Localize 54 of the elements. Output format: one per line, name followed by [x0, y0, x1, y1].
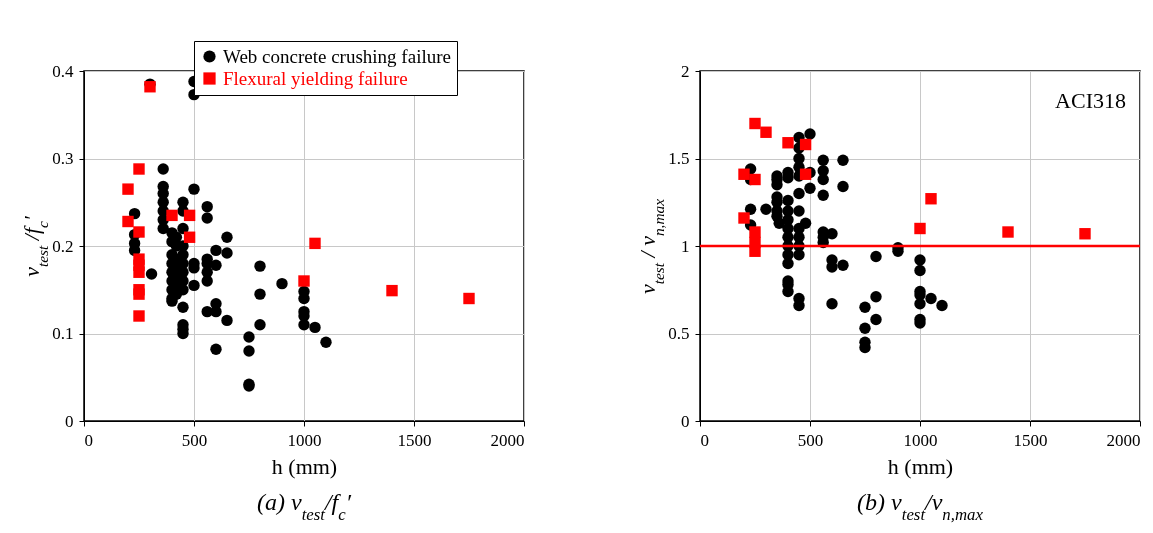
point — [914, 222, 926, 235]
legend-label: Flexural yielding failure — [223, 67, 408, 89]
point — [166, 209, 178, 222]
point — [133, 288, 145, 300]
y-tick-label: 0 — [65, 411, 74, 431]
point — [298, 275, 310, 287]
point — [463, 292, 475, 305]
point — [133, 163, 145, 175]
x-tick-label: 2000 — [1106, 430, 1141, 450]
y-tick-label: 0.3 — [52, 149, 74, 168]
x-axis-title: h (mm) — [887, 453, 954, 479]
point — [925, 193, 937, 205]
x-tick-label: 1000 — [287, 430, 322, 450]
y-tick-label: 0 — [681, 411, 690, 431]
point — [133, 266, 145, 278]
point — [122, 215, 134, 228]
point — [749, 117, 761, 130]
y-tick-label: 2 — [681, 61, 690, 81]
x-axis-title: h (mm) — [271, 453, 338, 479]
y-tick-label: 0.5 — [668, 324, 690, 343]
y-tick-label: 1.5 — [668, 149, 690, 168]
point — [749, 173, 761, 186]
x-tick-label: 1000 — [903, 430, 938, 450]
point — [133, 310, 145, 322]
point — [749, 226, 761, 238]
point — [309, 237, 321, 250]
point — [799, 168, 812, 180]
point — [386, 284, 398, 297]
point — [183, 231, 196, 243]
y-tick-label: 0.1 — [52, 324, 74, 343]
text: (b) v$_{test}$/v$_{n,max}$ — [857, 489, 984, 524]
x-tick-label: 0 — [84, 430, 93, 450]
point — [183, 209, 196, 222]
annotation: ACI318 — [1055, 88, 1126, 113]
point — [738, 168, 750, 180]
point — [738, 212, 750, 224]
x-tick-label: 500 — [797, 430, 824, 450]
x-tick-label: 2000 — [490, 430, 525, 450]
x-tick-label: 1500 — [397, 430, 432, 450]
point — [760, 126, 772, 138]
y-tick-label: 0.2 — [52, 236, 74, 256]
point — [122, 183, 134, 195]
x-tick-label: 0 — [700, 430, 709, 450]
text: (a) v$_{test}$/f$_{c}$′ — [257, 489, 352, 524]
y-tick-label: 1 — [681, 236, 690, 256]
point — [782, 137, 794, 149]
legend-label: Web concrete crushing failure — [223, 45, 451, 67]
point — [1079, 228, 1091, 240]
x-tick-label: 500 — [181, 430, 208, 450]
point — [133, 226, 145, 238]
point — [799, 138, 812, 151]
y-tick-label: 0.4 — [52, 61, 74, 81]
x-tick-label: 1500 — [1013, 430, 1048, 450]
point — [1002, 226, 1014, 238]
